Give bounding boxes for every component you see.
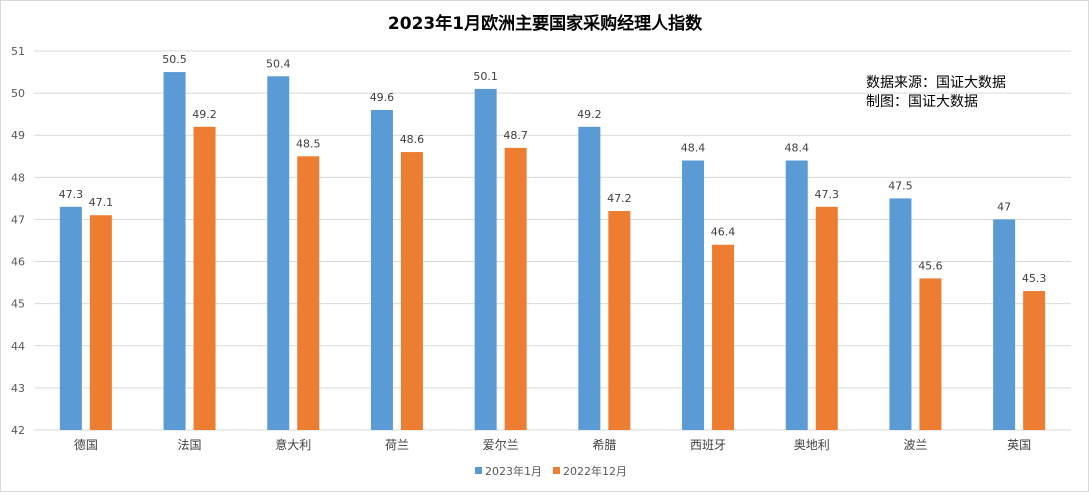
y-tick-label: 47 <box>11 213 25 226</box>
bar-2023-01 <box>267 76 290 431</box>
y-tick-label: 43 <box>11 382 25 395</box>
bar-2023-01 <box>370 109 393 430</box>
data-label: 47 <box>997 200 1011 213</box>
x-tick-label: 德国 <box>74 437 98 452</box>
bar-2023-01 <box>578 126 601 431</box>
bar-2022-12 <box>504 147 527 430</box>
data-label: 47.3 <box>815 188 840 201</box>
y-tick-label: 42 <box>11 424 25 437</box>
y-tick-label: 49 <box>11 129 25 142</box>
y-tick-label: 48 <box>11 171 25 184</box>
data-label: 47.1 <box>89 196 114 209</box>
x-tick-label: 西班牙 <box>690 438 726 452</box>
data-label: 49.6 <box>370 91 395 104</box>
legend-swatch <box>553 467 560 474</box>
bar-2022-12 <box>919 278 942 430</box>
data-label: 50.5 <box>162 53 187 66</box>
data-label: 48.5 <box>296 137 321 150</box>
data-label: 48.6 <box>400 133 425 146</box>
bar-2022-12 <box>400 152 423 431</box>
data-label: 50.1 <box>473 70 498 83</box>
data-label: 45.6 <box>918 259 943 272</box>
data-label: 46.4 <box>711 226 736 239</box>
bar-2023-01 <box>163 72 186 431</box>
data-label: 47.3 <box>59 188 84 201</box>
x-tick-label: 爱尔兰 <box>483 437 519 452</box>
bar-2023-01 <box>59 206 82 430</box>
bar-2022-12 <box>608 211 631 430</box>
y-tick-label: 46 <box>11 256 25 269</box>
bar-2023-01 <box>993 219 1016 430</box>
data-label: 50.4 <box>266 57 291 70</box>
x-tick-label: 英国 <box>1007 438 1031 452</box>
source-line: 数据来源：国证大数据 <box>866 75 1006 91</box>
y-tick-label: 50 <box>11 87 25 100</box>
data-label: 48.7 <box>503 129 528 142</box>
bar-2022-12 <box>712 244 735 430</box>
x-tick-label: 意大利 <box>275 437 311 452</box>
x-tick-label: 法国 <box>178 438 202 452</box>
data-label: 48.4 <box>785 141 810 154</box>
legend-label: 2023年1月 <box>485 464 542 478</box>
legend-label: 2022年12月 <box>563 464 627 478</box>
x-tick-label: 波兰 <box>903 438 927 452</box>
bar-2023-01 <box>889 198 912 430</box>
bar-2022-12 <box>815 206 838 430</box>
y-tick-label: 45 <box>11 298 25 311</box>
bar-2023-01 <box>474 88 497 431</box>
data-label: 48.4 <box>681 141 706 154</box>
y-tick-label: 44 <box>11 340 25 353</box>
y-tick-label: 51 <box>11 45 25 58</box>
x-tick-label: 希腊 <box>592 437 616 452</box>
x-tick-label: 荷兰 <box>385 438 409 452</box>
bar-2023-01 <box>785 160 808 430</box>
bar-2022-12 <box>193 126 216 431</box>
data-label: 49.2 <box>192 108 217 121</box>
data-label: 47.2 <box>607 192 632 205</box>
source-annotation: 数据来源：国证大数据 制图：国证大数据 <box>866 74 1006 112</box>
credit-line: 制图：国证大数据 <box>866 94 978 110</box>
data-label: 49.2 <box>577 108 602 121</box>
bar-2022-12 <box>297 156 320 430</box>
chart-title: 2023年1月欧洲主要国家采购经理人指数 <box>388 13 703 34</box>
legend-swatch <box>475 467 482 474</box>
bar-2023-01 <box>682 160 705 430</box>
bar-2022-12 <box>89 215 112 430</box>
data-label: 45.3 <box>1022 272 1047 285</box>
data-label: 47.5 <box>888 179 913 192</box>
bar-2022-12 <box>1023 291 1046 430</box>
x-tick-label: 奥地利 <box>794 438 830 452</box>
